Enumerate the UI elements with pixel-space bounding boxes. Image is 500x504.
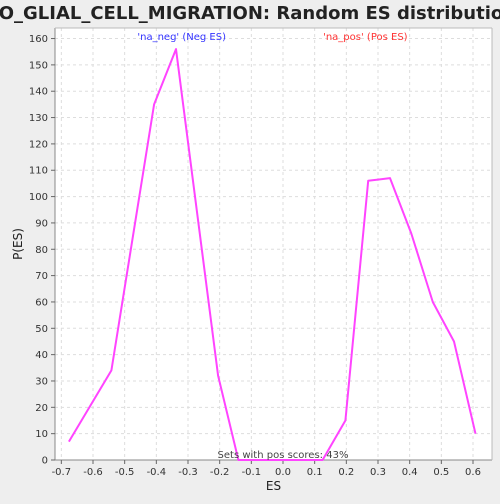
x-tick-label: -0.3 bbox=[178, 467, 198, 478]
y-tick-label: 160 bbox=[29, 34, 48, 45]
x-tick-label: 0.0 bbox=[275, 467, 291, 478]
chart-title: GO_GLIAL_CELL_MIGRATION: Random ES distr… bbox=[0, 3, 500, 24]
x-tick-label: 0.1 bbox=[307, 467, 323, 478]
x-tick-label: 0.6 bbox=[465, 467, 481, 478]
y-tick-label: 80 bbox=[35, 245, 48, 256]
x-axis-label: ES bbox=[266, 479, 281, 493]
x-tick-label: 0.3 bbox=[370, 467, 386, 478]
x-tick-label: -0.5 bbox=[115, 467, 135, 478]
x-tick-label: -0.4 bbox=[147, 467, 167, 478]
series-layer bbox=[68, 48, 477, 461]
x-tick-label: -0.2 bbox=[210, 467, 230, 478]
pos-scores-footer: Sets with pos scores: 43% bbox=[218, 450, 349, 461]
y-axis-label: P(ES) bbox=[11, 228, 25, 260]
x-tick-label: 0.5 bbox=[433, 467, 449, 478]
grid bbox=[55, 28, 492, 461]
pos-es-label: 'na_pos' (Pos ES) bbox=[323, 32, 408, 43]
series-line bbox=[68, 48, 477, 461]
x-tick-label: 0.2 bbox=[338, 467, 354, 478]
y-tick-label: 90 bbox=[35, 218, 48, 229]
y-tick-label: 110 bbox=[29, 166, 48, 177]
y-tick-label: 50 bbox=[35, 324, 48, 335]
plot-area bbox=[55, 28, 492, 460]
y-tick-label: 130 bbox=[29, 113, 48, 124]
x-tick-label: -0.6 bbox=[83, 467, 103, 478]
y-tick-label: 40 bbox=[35, 350, 48, 361]
y-tick-label: 100 bbox=[29, 192, 48, 203]
x-tick-label: -0.7 bbox=[52, 467, 72, 478]
y-tick-label: 10 bbox=[35, 429, 48, 440]
y-tick-label: 120 bbox=[29, 139, 48, 150]
y-tick-label: 20 bbox=[35, 403, 48, 414]
y-tick-label: 30 bbox=[35, 376, 48, 387]
y-tick-label: 70 bbox=[35, 271, 48, 282]
y-tick-label: 0 bbox=[42, 456, 48, 467]
x-tick-label: -0.1 bbox=[242, 467, 262, 478]
neg-es-label: 'na_neg' (Neg ES) bbox=[137, 32, 226, 43]
ticks: -0.7 -0.6 -0.5 -0.4 -0.3 -0.2 -0.1 0.0 0.1 0.2 0.3… bbox=[29, 34, 481, 478]
y-tick-label: 140 bbox=[29, 87, 48, 98]
y-tick-label: 60 bbox=[35, 297, 48, 308]
x-tick-label: 0.4 bbox=[402, 467, 418, 478]
y-tick-label: 150 bbox=[29, 60, 48, 71]
